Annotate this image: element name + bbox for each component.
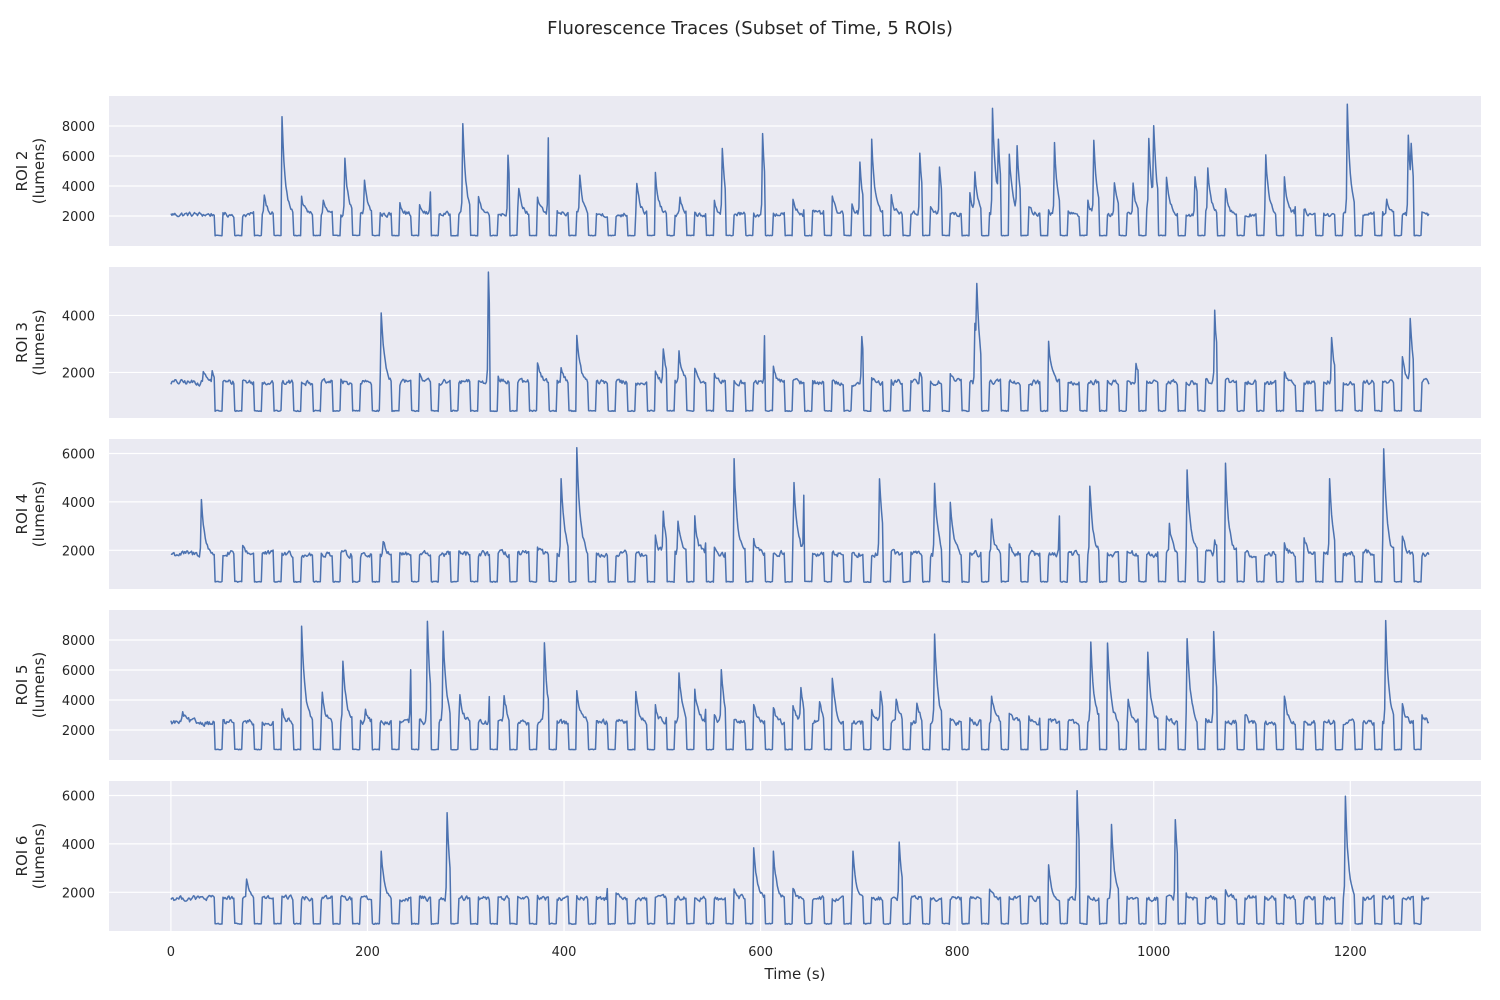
- y-axis-label-line: ROI 3: [13, 322, 31, 363]
- trace-roi-5: [170, 789, 1430, 925]
- y-axis-label-line: ROI 6: [13, 836, 31, 877]
- y-tick-label: 4000: [62, 309, 95, 324]
- y-tick-label: 8000: [62, 120, 95, 135]
- y-axis-label-2: ROI 3 (lumens): [13, 309, 48, 376]
- y-tick-label: 6000: [62, 664, 95, 679]
- x-tick-label: 1000: [1137, 945, 1170, 960]
- y-tick-label: 2000: [62, 724, 95, 739]
- y-axis-label-line: ROI 4: [13, 494, 31, 535]
- y-axis-label-line: (lumens): [30, 138, 48, 205]
- y-tick-label: 6000: [62, 150, 95, 165]
- x-tick-label: 400: [552, 945, 577, 960]
- y-tick-label: 8000: [62, 634, 95, 649]
- trace-roi-4: [170, 619, 1430, 751]
- y-axis-label-1: ROI 2 (lumens): [13, 138, 48, 205]
- panel-bg-5: [109, 781, 1481, 931]
- figure-title: Fluorescence Traces (Subset of Time, 5 R…: [547, 18, 953, 39]
- trace-roi-3: [170, 447, 1430, 583]
- y-axis-label-line: (lumens): [30, 652, 48, 719]
- y-tick-label: 6000: [62, 790, 95, 805]
- x-axis-label: Time (s): [764, 965, 826, 983]
- y-axis-label-5: ROI 6 (lumens): [13, 823, 48, 890]
- panel-bg-3: [109, 439, 1481, 589]
- x-tick-label: 800: [945, 945, 970, 960]
- trace-roi-1: [170, 103, 1430, 237]
- panel-bg-1: [109, 96, 1481, 246]
- trace-roi-2: [170, 271, 1430, 413]
- x-tick-label: 600: [748, 945, 773, 960]
- y-tick-label: 2000: [62, 366, 95, 381]
- y-axis-label-line: (lumens): [30, 823, 48, 890]
- y-axis-label-line: (lumens): [30, 309, 48, 376]
- y-tick-label: 4000: [62, 838, 95, 853]
- y-tick-label: 4000: [62, 496, 95, 511]
- x-tick-label: 1200: [1334, 945, 1367, 960]
- y-axis-label-line: (lumens): [30, 481, 48, 548]
- y-axis-label-3: ROI 4 (lumens): [13, 481, 48, 548]
- y-axis-label-4: ROI 5 (lumens): [13, 652, 48, 719]
- y-tick-label: 4000: [62, 694, 95, 709]
- y-axis-label-line: ROI 5: [13, 665, 31, 706]
- y-tick-label: 4000: [62, 180, 95, 195]
- y-tick-label: 2000: [62, 210, 95, 225]
- y-tick-label: 6000: [62, 448, 95, 463]
- panel-bg-2: [109, 267, 1481, 418]
- x-tick-label: 200: [355, 945, 380, 960]
- y-tick-label: 2000: [62, 544, 95, 559]
- y-tick-label: 2000: [62, 886, 95, 901]
- x-tick-label: 0: [167, 945, 175, 960]
- panel-bg-4: [109, 610, 1481, 760]
- y-axis-label-line: ROI 2: [13, 151, 31, 192]
